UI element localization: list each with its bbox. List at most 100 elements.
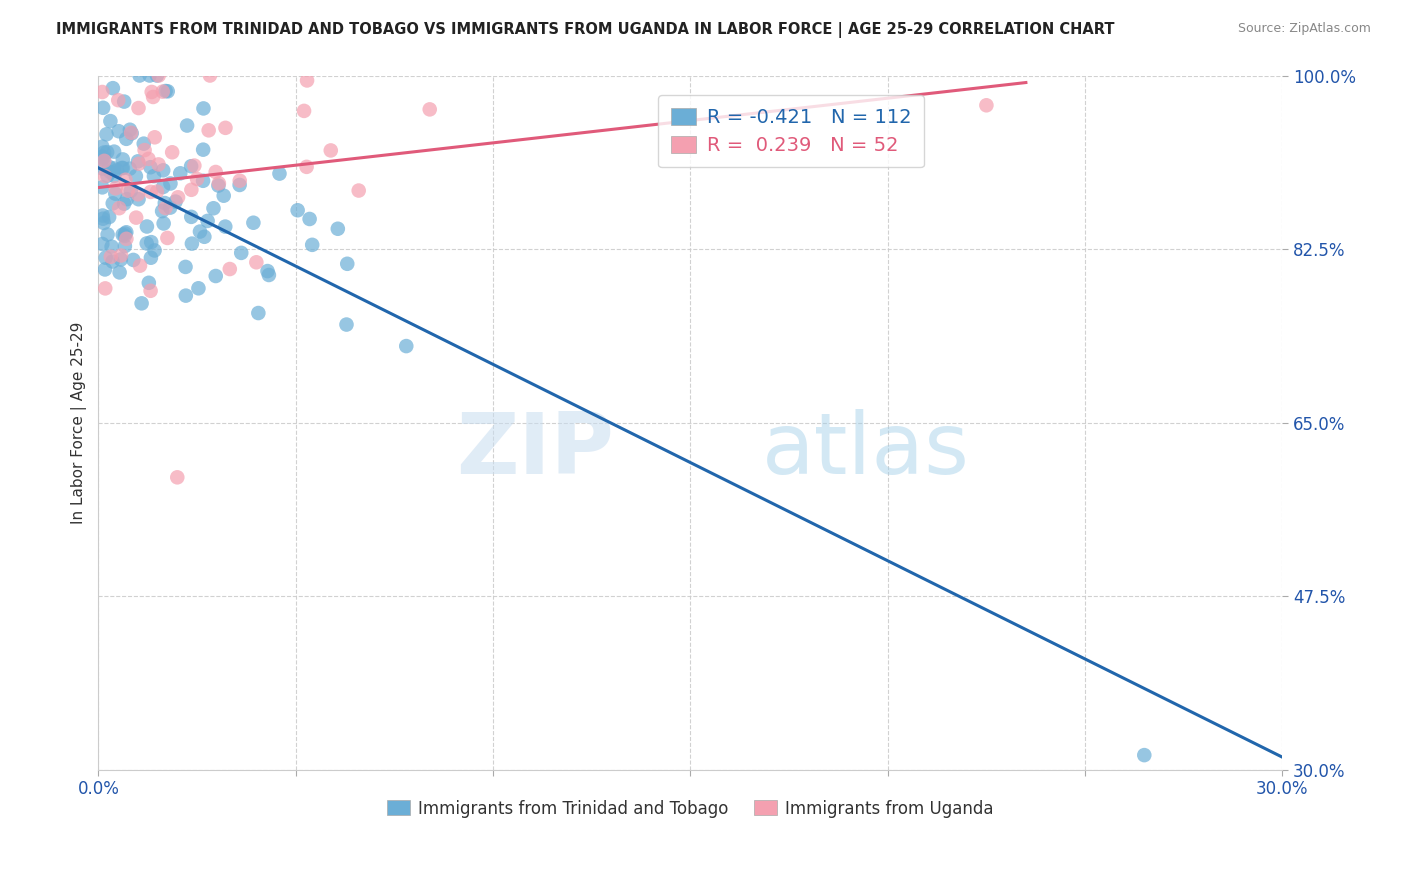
Point	[180, 183, 202, 197]
Point	[100, 250, 122, 264]
Point	[156, 231, 179, 245]
Point	[118, 161, 141, 176]
Point	[155, 84, 177, 98]
Point	[96, 169, 118, 183]
Point	[186, 172, 208, 186]
Point	[152, 180, 174, 194]
Point	[120, 126, 142, 140]
Point	[174, 288, 197, 302]
Point	[139, 185, 162, 199]
Point	[96, 145, 118, 160]
Point	[93, 153, 115, 168]
Point	[125, 211, 148, 225]
Point	[114, 227, 136, 241]
Point	[107, 93, 129, 107]
Point	[165, 194, 187, 209]
Point	[111, 161, 134, 175]
Point	[198, 69, 221, 83]
Point	[103, 169, 125, 183]
Point	[197, 123, 219, 137]
Point	[128, 69, 150, 83]
Point	[295, 73, 318, 87]
Point	[105, 163, 128, 178]
Point	[135, 219, 157, 234]
Point	[176, 119, 198, 133]
Point	[111, 153, 134, 167]
Point	[204, 268, 226, 283]
Point	[191, 174, 214, 188]
Point	[138, 69, 160, 83]
Point	[159, 177, 181, 191]
Point	[91, 85, 114, 99]
Point	[110, 252, 132, 267]
Point	[114, 229, 136, 244]
Point	[152, 85, 174, 99]
Point	[94, 251, 117, 265]
Point	[114, 173, 136, 187]
Point	[100, 165, 122, 179]
Point	[269, 167, 291, 181]
Point	[134, 143, 156, 157]
Point	[214, 120, 236, 135]
Point	[167, 190, 190, 204]
Point	[174, 260, 197, 274]
Point	[155, 201, 177, 215]
Point	[115, 132, 138, 146]
Point	[204, 165, 226, 179]
Point	[110, 248, 132, 262]
Point	[93, 151, 115, 165]
Point	[91, 150, 114, 164]
Point	[1133, 748, 1156, 763]
Point	[138, 276, 160, 290]
Point	[125, 169, 148, 183]
Point	[256, 264, 278, 278]
Point	[245, 255, 267, 269]
Text: IMMIGRANTS FROM TRINIDAD AND TOBAGO VS IMMIGRANTS FROM UGANDA IN LABOR FORCE | A: IMMIGRANTS FROM TRINIDAD AND TOBAGO VS I…	[56, 22, 1115, 38]
Point	[207, 178, 229, 193]
Point	[122, 252, 145, 267]
Point	[319, 144, 342, 158]
Point	[160, 145, 183, 160]
Point	[121, 126, 143, 140]
Point	[139, 160, 162, 174]
Point	[180, 159, 202, 173]
Point	[96, 128, 118, 142]
Point	[100, 240, 122, 254]
Point	[97, 227, 120, 242]
Point	[395, 339, 418, 353]
Point	[100, 114, 122, 128]
Point	[228, 178, 250, 192]
Point	[115, 192, 138, 206]
Point	[419, 103, 441, 117]
Point	[301, 237, 323, 252]
Point	[169, 166, 191, 180]
Point	[335, 318, 357, 332]
Point	[91, 161, 114, 176]
Point	[91, 101, 114, 115]
Point	[976, 98, 998, 112]
Point	[180, 236, 202, 251]
Point	[120, 184, 142, 198]
Point	[139, 284, 162, 298]
Point	[159, 201, 181, 215]
Point	[257, 268, 280, 282]
Point	[117, 184, 139, 198]
Point	[139, 251, 162, 265]
Point	[148, 69, 170, 83]
Point	[247, 306, 270, 320]
Point	[214, 219, 236, 234]
Point	[146, 69, 169, 83]
Point	[93, 216, 115, 230]
Point	[180, 210, 202, 224]
Point	[101, 196, 124, 211]
Point	[132, 136, 155, 151]
Point	[115, 232, 138, 246]
Point	[135, 236, 157, 251]
Point	[153, 196, 176, 211]
Point	[347, 184, 370, 198]
Point	[128, 192, 150, 206]
Point	[129, 259, 152, 273]
Point	[218, 262, 240, 277]
Point	[112, 196, 135, 211]
Point	[91, 237, 114, 252]
